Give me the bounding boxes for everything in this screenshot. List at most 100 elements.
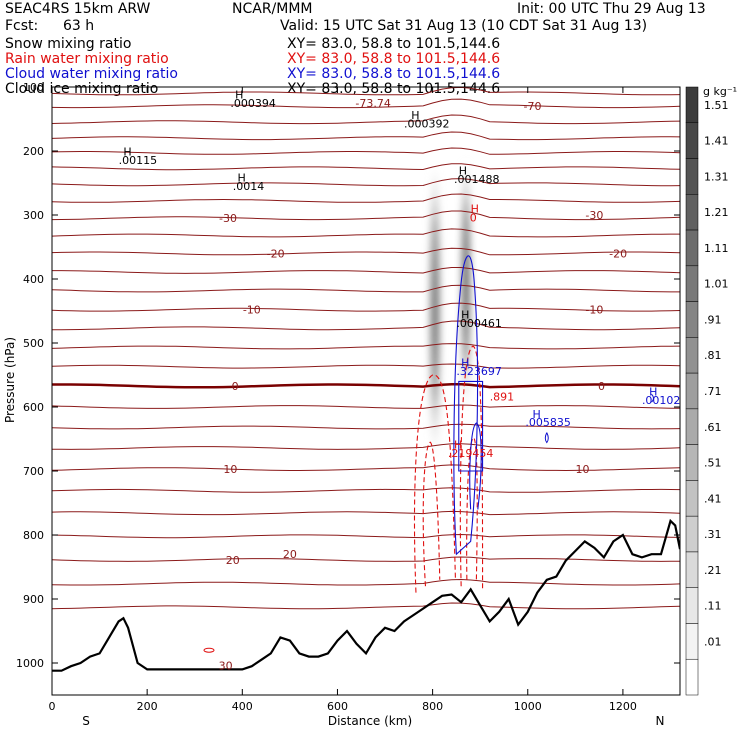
isotherm: [52, 178, 680, 187]
colorbar-label: .71: [704, 385, 722, 398]
snow-shading-core: [460, 160, 472, 433]
colorbar-swatch: [685, 337, 699, 374]
series-maximum-label: H: [533, 408, 541, 421]
isotherm: [52, 556, 680, 562]
isotherm: [52, 443, 680, 450]
cloud-water-contour: [453, 255, 479, 556]
isotherm-label: 10: [575, 463, 589, 476]
snow-shading-core: [428, 167, 442, 484]
isotherm-label: -70: [524, 100, 542, 113]
colorbar-swatch: [685, 301, 699, 338]
cloud-water-contour-small: [651, 393, 654, 403]
colorbar-swatch: [685, 122, 699, 159]
isotherm: [52, 578, 680, 586]
y-tick-label: 900: [23, 593, 44, 606]
colorbar: 1.51 1.41 1.31 1.21 1.11 1.01 .91 .81 .71 .61 .51.…: [685, 86, 729, 696]
isotherm: [52, 320, 680, 331]
cloud-water-contour: [469, 422, 482, 510]
north-end-label: N: [656, 714, 665, 728]
x-tick-label: 800: [422, 700, 443, 713]
colorbar-swatch: [685, 158, 699, 195]
isotherm: [52, 247, 680, 256]
isotherm-label: -10: [243, 304, 261, 317]
legend-snow-xy: XY= 83.0, 58.8 to 101.5,144.6: [287, 36, 500, 52]
colorbar-label: 1.51: [704, 99, 729, 112]
series-maximum-label: H: [123, 145, 131, 158]
colorbar-swatch: [685, 372, 699, 410]
legend-cloudwater-xy: XY= 83.0, 58.8 to 101.5,144.6: [287, 66, 500, 82]
isotherm: [52, 464, 680, 472]
x-axis-label: Distance (km): [328, 714, 412, 728]
colorbar-label: .61: [704, 421, 722, 434]
y-tick-label: 300: [23, 209, 44, 222]
rain-contour: [422, 441, 441, 587]
org-title: NCAR/MMM: [232, 1, 313, 17]
colorbar-swatch: [685, 623, 699, 660]
isotherm-label: -30: [585, 209, 603, 222]
x-tick-label: 1000: [514, 700, 542, 713]
y-tick-label: 700: [23, 465, 44, 478]
rain-contour: [459, 345, 484, 590]
isotherm: [52, 533, 680, 539]
isotherm: [52, 343, 680, 350]
series-maximum-label: H: [454, 439, 462, 452]
y-tick-label: 100: [23, 81, 44, 94]
colorbar-swatch: [685, 265, 699, 302]
x-tick-label: 1200: [609, 700, 637, 713]
zero-isotherm: [52, 383, 680, 389]
series-maximum-label: .00102: [642, 394, 681, 407]
fcst-label: Fcst:: [5, 18, 38, 34]
isotherm-label: 10: [223, 463, 237, 476]
colorbar-swatch: [685, 229, 699, 267]
y-axis-label: Pressure (hPa): [3, 337, 17, 423]
isotherm: [52, 87, 680, 96]
isotherm: [52, 267, 680, 274]
colorbar-label: 1.11: [704, 242, 729, 255]
colorbar-label: 1.01: [704, 278, 729, 291]
isotherm: [52, 423, 680, 430]
colorbar-unit: g kg⁻¹: [703, 85, 737, 98]
series-maximum-label: .00115: [119, 154, 158, 167]
colorbar-swatch: [685, 86, 699, 124]
plot-frame: [51, 86, 681, 696]
legend-rain-label: Rain water mixing ratio: [5, 51, 169, 67]
isotherm-label: 0: [598, 380, 605, 393]
series-maximum-label: H: [649, 385, 657, 398]
colorbar-swatch: [685, 194, 699, 231]
isotherm-label: -20: [609, 247, 627, 260]
colorbar-swatch: [685, 408, 699, 445]
legend-cloudice-label: Cloud ice mixing ratio: [5, 81, 158, 97]
isotherm: [52, 210, 680, 221]
rain-contour: [413, 374, 456, 593]
colorbar-swatch: [685, 658, 699, 696]
isotherm-label: -30: [219, 212, 237, 225]
plot-area: -73.74 -70 -30 -30 -20 -20 -10 -10 0 0 10 10 20 20 30 H…: [16, 81, 681, 713]
isotherm: [52, 228, 680, 238]
y-tick-label: 600: [23, 401, 44, 414]
series-maximum-label: H: [461, 357, 469, 370]
isotherm: [52, 602, 680, 610]
colorbar-label: .31: [704, 528, 722, 541]
isotherm: [52, 114, 680, 125]
isotherm: [52, 163, 680, 171]
plot-inner: -73.74 -70 -30 -30 -20 -20 -10 -10 0 0 10 10 20 20 30 H…: [52, 87, 681, 673]
cloud-water-contour-small: [544, 432, 549, 444]
colorbar-swatch: [685, 587, 699, 624]
south-end-label: S: [82, 714, 90, 728]
series-maximum-label: H: [235, 89, 243, 102]
series-maximum-label: .000461: [456, 317, 502, 330]
colorbar-label: .81: [704, 349, 722, 362]
isotherm: [52, 131, 680, 141]
series-maximum-label: .0014: [233, 180, 265, 193]
series-maximum-label: .219454: [448, 447, 494, 460]
series-maximum-label: .891: [490, 391, 515, 404]
isotherm: [52, 363, 680, 369]
isotherm-label: -73.74: [355, 97, 390, 110]
legend-cloudwater-label: Cloud water mixing ratio: [5, 66, 178, 82]
terrain-line: [52, 518, 680, 672]
isotherm: [52, 193, 680, 203]
rain-contour-small: [203, 647, 215, 653]
colorbar-label: .51: [704, 457, 722, 470]
y-tick-label: 1000: [16, 657, 44, 670]
